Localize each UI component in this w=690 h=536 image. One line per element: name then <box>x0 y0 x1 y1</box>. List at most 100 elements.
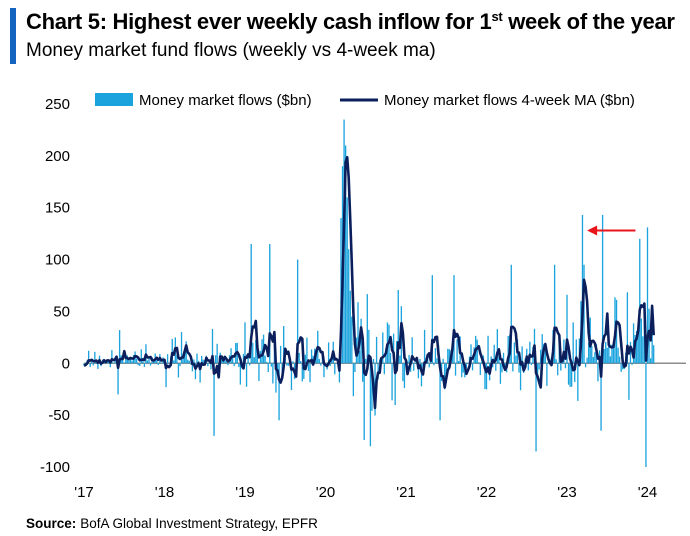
flow-bar <box>269 244 271 364</box>
flow-bar <box>245 363 248 387</box>
flow-bar <box>255 340 257 364</box>
flow-bar <box>485 363 488 390</box>
flow-bar <box>566 294 568 364</box>
flow-bar <box>502 352 505 364</box>
x-tick-label: '17 <box>74 484 94 501</box>
flow-bar <box>187 359 189 364</box>
flow-bar <box>645 363 647 467</box>
title-accent-bar <box>10 8 16 64</box>
flow-bar <box>298 352 300 364</box>
source-text: BofA Global Investment Strategy, EPFR <box>80 516 318 531</box>
flow-bar <box>275 363 277 393</box>
flow-bar <box>334 363 336 375</box>
flow-bar <box>173 360 175 364</box>
flow-bar <box>177 363 180 378</box>
flow-bar <box>320 363 322 366</box>
chart-area: 250 200 150 100 50 0 -50 -100'17 '18 '19 '20 '21 '22… <box>40 92 686 501</box>
flow-bar <box>541 334 543 364</box>
flow-bar <box>594 352 596 364</box>
flow-bar <box>448 349 451 364</box>
flow-bar <box>258 363 260 382</box>
flow-bar <box>87 350 90 364</box>
flow-bar <box>408 354 410 364</box>
flow-bar <box>89 363 91 367</box>
flow-bar <box>479 363 481 376</box>
flow-bar <box>588 342 590 364</box>
flow-bar <box>348 249 350 364</box>
chart-title: Chart 5: Highest ever weekly cash inflow… <box>26 9 675 35</box>
flow-bar <box>606 347 608 364</box>
flow-bar <box>369 363 372 447</box>
y-tick-label: 50 <box>53 303 70 320</box>
x-tick-label: '23 <box>557 484 577 501</box>
flow-bar <box>250 244 252 364</box>
flow-bar <box>646 227 649 364</box>
flow-bar <box>557 363 559 376</box>
flow-bar <box>176 355 178 364</box>
flow-bar <box>510 264 512 364</box>
flow-bar <box>383 363 385 375</box>
flow-bar <box>454 363 457 376</box>
flow-bar <box>515 355 517 364</box>
flow-bar <box>300 361 302 364</box>
flow-bar <box>309 363 311 383</box>
flow-bar <box>461 363 463 378</box>
x-tick-label: '20 <box>316 484 336 501</box>
flow-bar <box>148 357 150 364</box>
flow-bar <box>157 363 159 365</box>
flow-bar <box>414 362 416 364</box>
flow-bar <box>629 341 632 364</box>
flow-bar <box>111 350 113 364</box>
flow-bar <box>600 363 602 431</box>
flow-bar <box>357 302 359 364</box>
flow-bar <box>544 348 546 364</box>
flow-bar <box>307 363 310 371</box>
flow-bar <box>296 259 299 364</box>
flow-bar <box>433 363 435 366</box>
flow-bar <box>239 363 242 385</box>
flow-bar <box>287 363 290 366</box>
flow-bar <box>267 363 269 372</box>
flow-bar <box>211 329 214 364</box>
chart-subtitle: Money market fund flows (weekly vs 4-wee… <box>26 40 436 61</box>
title-tail: week of the year <box>502 9 675 34</box>
flow-bar <box>577 363 579 401</box>
flow-bar <box>465 363 468 369</box>
flow-bar <box>248 363 251 366</box>
flow-bar <box>490 356 492 364</box>
flow-bar <box>617 347 619 364</box>
flow-bar <box>129 357 132 364</box>
flow-bar <box>501 363 503 373</box>
flow-bar <box>193 359 195 364</box>
flow-bar <box>444 363 446 390</box>
flow-bar <box>224 359 226 364</box>
flow-bar <box>586 357 588 364</box>
flow-bar <box>213 363 215 436</box>
flow-bar <box>622 363 624 370</box>
ma-line <box>83 155 655 410</box>
flow-bar <box>584 363 587 368</box>
flow-bar <box>166 354 169 364</box>
flow-bar <box>272 363 274 384</box>
flow-bar <box>439 363 441 421</box>
flow-bar <box>423 329 426 364</box>
flow-bar <box>385 348 387 364</box>
flow-bar <box>290 363 293 391</box>
title-main: Chart 5: Highest ever weekly cash inflow… <box>26 9 492 34</box>
flow-bar <box>569 363 571 387</box>
flow-bar <box>620 363 622 372</box>
y-tick-label: 200 <box>45 148 70 165</box>
flow-bar <box>417 363 420 379</box>
flow-bar <box>323 363 325 378</box>
flow-bar <box>457 360 460 364</box>
flow-bar <box>201 355 203 364</box>
flow-bar <box>128 360 130 364</box>
flow-bar <box>603 349 605 364</box>
flow-bar <box>406 361 409 364</box>
flow-bar <box>199 363 201 383</box>
flow-bar <box>327 342 330 364</box>
flow-bar <box>94 351 96 364</box>
flow-bar <box>499 363 502 384</box>
flow-bar <box>202 359 204 364</box>
flow-bar <box>521 346 523 364</box>
